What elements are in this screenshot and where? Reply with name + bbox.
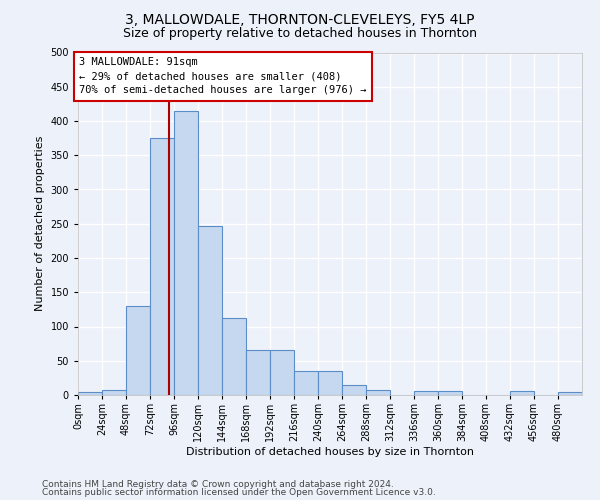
Bar xyxy=(78,392,102,395)
Bar xyxy=(126,306,150,395)
Text: 3 MALLOWDALE: 91sqm
← 29% of detached houses are smaller (408)
70% of semi-detac: 3 MALLOWDALE: 91sqm ← 29% of detached ho… xyxy=(79,58,367,96)
Bar xyxy=(102,390,126,395)
Text: Contains HM Land Registry data © Crown copyright and database right 2024.: Contains HM Land Registry data © Crown c… xyxy=(42,480,394,489)
Text: Contains public sector information licensed under the Open Government Licence v3: Contains public sector information licen… xyxy=(42,488,436,497)
Bar xyxy=(366,390,390,395)
Bar xyxy=(558,392,582,395)
Text: 3, MALLOWDALE, THORNTON-CLEVELEYS, FY5 4LP: 3, MALLOWDALE, THORNTON-CLEVELEYS, FY5 4… xyxy=(125,12,475,26)
Bar xyxy=(438,391,462,395)
Bar xyxy=(174,110,198,395)
Text: Size of property relative to detached houses in Thornton: Size of property relative to detached ho… xyxy=(123,28,477,40)
Bar xyxy=(198,226,222,395)
Bar xyxy=(318,371,342,395)
Bar xyxy=(222,318,246,395)
Bar xyxy=(150,138,174,395)
Bar xyxy=(510,391,534,395)
Bar xyxy=(294,371,318,395)
Bar xyxy=(246,350,270,395)
Y-axis label: Number of detached properties: Number of detached properties xyxy=(35,136,45,312)
X-axis label: Distribution of detached houses by size in Thornton: Distribution of detached houses by size … xyxy=(186,447,474,457)
Bar xyxy=(342,384,366,395)
Bar xyxy=(270,350,294,395)
Bar xyxy=(414,391,438,395)
